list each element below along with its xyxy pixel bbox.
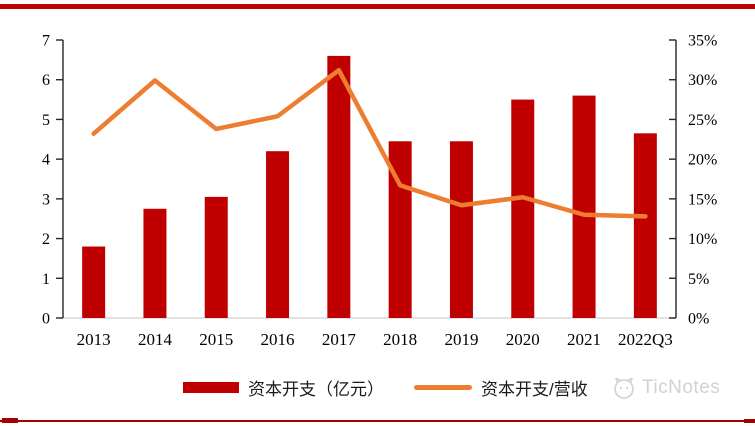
- legend-bar-label: 资本开支（亿元）: [248, 380, 384, 399]
- left-axis-label: 6: [42, 72, 50, 89]
- x-axis-label: 2018: [383, 330, 417, 349]
- chart-legend: 资本开支（亿元） 资本开支/营收: [183, 375, 588, 400]
- left-axis-label: 4: [42, 152, 50, 169]
- right-axis-label: 5%: [688, 271, 709, 288]
- bar-2017: [327, 55, 351, 319]
- left-axis-label: 0: [42, 311, 50, 328]
- watermark: TicNotes: [611, 375, 720, 401]
- right-axis-label: 20%: [688, 152, 717, 169]
- right-axis-label: 30%: [688, 72, 717, 89]
- capex-revenue-ratio-line: [91, 67, 648, 219]
- left-axis-label: 5: [42, 112, 50, 129]
- x-axis-label: 2021: [567, 330, 601, 349]
- bar-2022Q3: [633, 133, 657, 318]
- bar-2014: [143, 208, 167, 318]
- x-axis-label: 2020: [506, 330, 540, 349]
- right-axis-label: 35%: [688, 33, 717, 50]
- legend-item-ratio: 资本开支/营收: [414, 375, 588, 400]
- left-axis-label: 7: [42, 33, 50, 50]
- bar-2016: [266, 151, 290, 318]
- chart-canvas: 0 1 2 3 4 5 6 7 0% 5% 10% 15% 20% 25% 30% 35% 2013 2014 20…: [42, 33, 717, 350]
- bar-2013: [82, 246, 106, 318]
- bottom-accent-rule: [0, 420, 755, 422]
- x-axis-label: 2016: [261, 330, 295, 349]
- legend-bar-swatch: [183, 382, 239, 393]
- ticnotes-logo-icon: [614, 377, 634, 399]
- bottom-accent-cap-right: [744, 419, 755, 423]
- legend-item-capex: 资本开支（亿元）: [183, 375, 384, 400]
- legend-line-label: 资本开支/营收: [481, 380, 588, 399]
- right-axis-label: 15%: [688, 191, 717, 208]
- x-axis-label: 2017: [322, 330, 357, 349]
- bar-2019: [449, 141, 473, 318]
- bar-2015: [204, 196, 228, 318]
- left-axis-label: 2: [42, 231, 50, 248]
- right-axis-label: 10%: [688, 231, 717, 248]
- bar-2020: [511, 99, 535, 318]
- watermark-text: TicNotes: [642, 377, 721, 398]
- legend-line-swatch: [414, 385, 472, 390]
- left-axis-label: 1: [42, 271, 50, 288]
- x-axis-label: 2015: [199, 330, 233, 349]
- x-axis-label: 2014: [138, 330, 173, 349]
- bar-2021: [572, 95, 596, 318]
- top-accent-rule: [0, 4, 755, 9]
- x-axis-label: 2013: [77, 330, 111, 349]
- right-axis-label: 25%: [688, 112, 717, 129]
- x-axis-label: 2022Q3: [618, 330, 673, 349]
- bottom-accent-cap-left: [2, 418, 18, 423]
- left-axis-label: 3: [42, 191, 50, 208]
- x-axis-label: 2019: [444, 330, 478, 349]
- right-axis-label: 0%: [688, 311, 709, 328]
